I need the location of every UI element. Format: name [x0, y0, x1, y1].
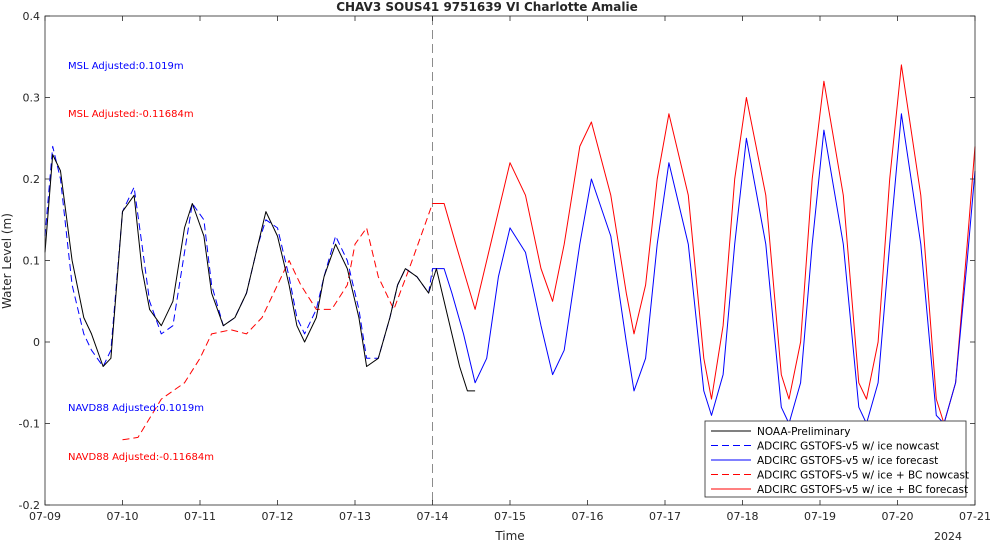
x-tick-label: 07-17 — [649, 510, 681, 523]
x-tick-label: 07-19 — [804, 510, 836, 523]
x-tick-label: 07-15 — [494, 510, 526, 523]
legend-label: ADCIRC GSTOFS-v5 w/ ice forecast — [757, 455, 938, 467]
chart-title: CHAV3 SOUS41 9751639 VI Charlotte Amalie — [336, 0, 638, 14]
legend-label: NOAA-Preliminary — [757, 426, 850, 438]
annotation-msl-blue: MSL Adjusted:0.1019m — [68, 61, 184, 72]
annotation-msl-red: MSL Adjusted:-0.11684m — [68, 109, 194, 120]
series-line-5 — [432, 64, 976, 424]
x-tick-label: 07-14 — [417, 510, 449, 523]
y-tick-label: 0 — [33, 336, 40, 349]
series-line-1 — [44, 154, 476, 392]
x-tick-label: 07-21 — [959, 510, 991, 523]
x-tick-label: 07-13 — [339, 510, 371, 523]
legend-label: ADCIRC GSTOFS-v5 w/ ice + BC forecast — [757, 484, 968, 496]
y-tick-label: 0.2 — [23, 173, 41, 186]
plot-area — [44, 16, 976, 505]
legend-label: ADCIRC GSTOFS-v5 w/ ice nowcast — [757, 441, 939, 453]
y-tick-label: 0.3 — [23, 92, 41, 105]
x-tick-label: 07-09 — [29, 510, 61, 523]
x-tick-label: 07-18 — [727, 510, 759, 523]
x-tick-label: 07-10 — [107, 510, 139, 523]
legend-box — [704, 420, 967, 498]
annotation-navd88-blue: NAVD88 Adjusted:0.1019m — [68, 403, 204, 414]
x-axis: 07-09 07-10 07-11 07-12 07-13 07-14 07-15 07-16… — [29, 16, 991, 523]
y-tick-label: -0.2 — [19, 499, 40, 512]
y-tick-label: 0.1 — [23, 255, 41, 268]
x-tick-label: 07-11 — [184, 510, 216, 523]
x-axis-year-label: 2024 — [934, 530, 962, 541]
legend: NOAA-Preliminary ADCIRC GSTOFS-v5 w/ ice … — [704, 420, 969, 498]
x-axis-label: Time — [494, 529, 524, 541]
y-axis: -0.2 -0.1 0 0.1 0.2 0.3 0.4 — [19, 10, 975, 512]
y-tick-label: 0.4 — [23, 10, 41, 23]
x-tick-label: 07-16 — [572, 510, 604, 523]
y-tick-label: -0.1 — [19, 418, 40, 431]
x-tick-label: 07-12 — [262, 510, 294, 523]
series-line-4 — [122, 203, 433, 441]
series-line-3 — [432, 113, 976, 424]
legend-label: ADCIRC GSTOFS-v5 w/ ice + BC nowcast — [757, 470, 969, 482]
annotation-navd88-red: NAVD88 Adjusted:-0.11684m — [68, 452, 214, 463]
y-axis-label: Water Level (m) — [0, 213, 14, 309]
x-tick-label: 07-20 — [882, 510, 914, 523]
